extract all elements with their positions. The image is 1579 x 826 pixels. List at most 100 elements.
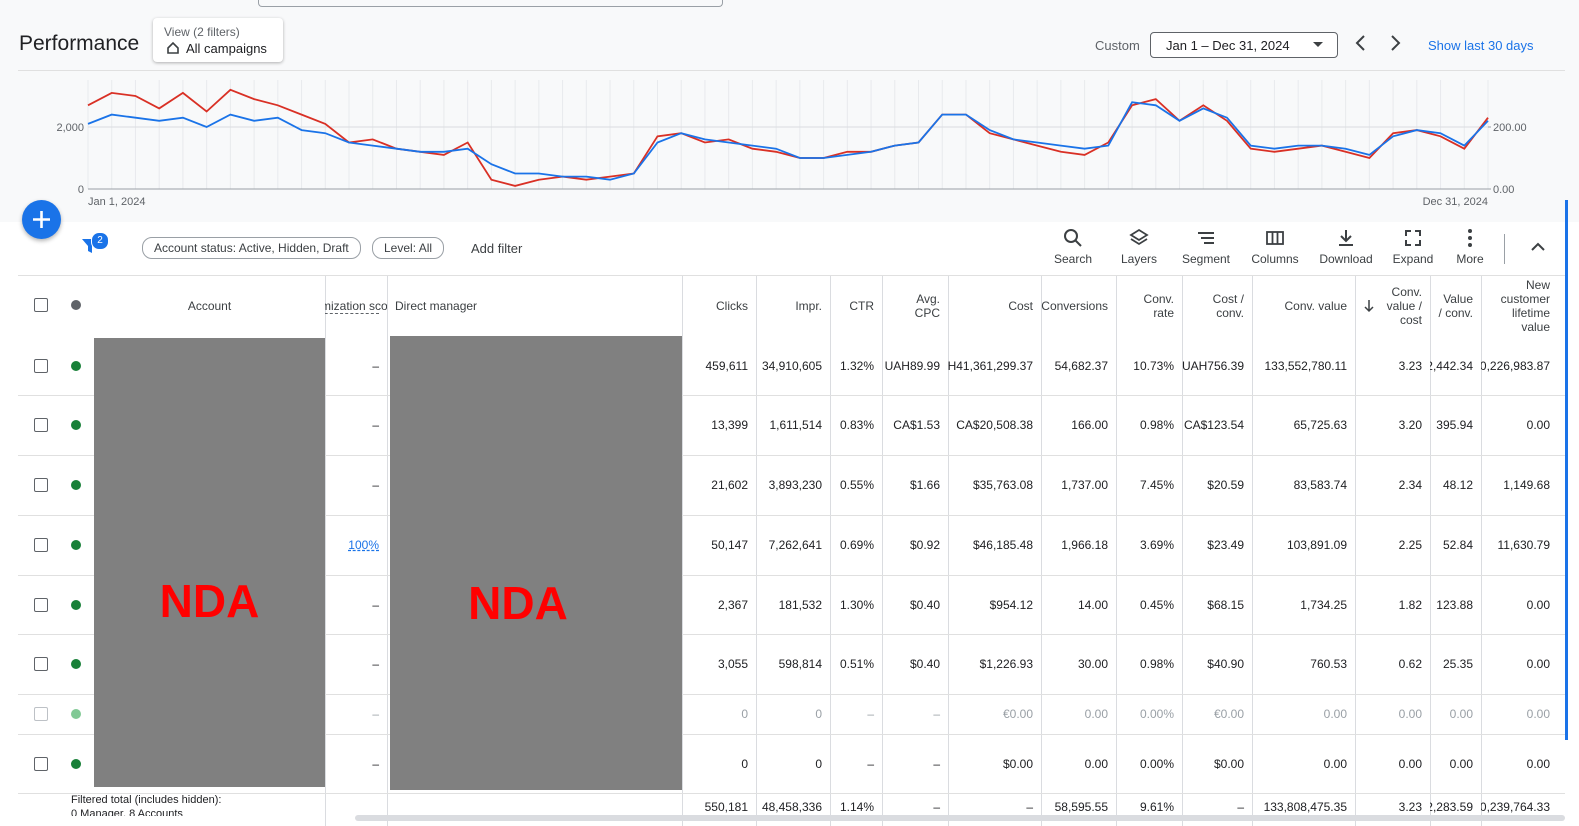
view-value: All campaigns xyxy=(186,41,267,56)
action-label: Columns xyxy=(1251,252,1299,266)
scrollbar[interactable] xyxy=(1565,200,1568,740)
action-icon xyxy=(1266,231,1284,245)
table-cell: 0.51% xyxy=(839,657,874,671)
table-cell: 0 xyxy=(815,756,822,771)
table-cell: 1,149.68 xyxy=(1503,478,1550,492)
table-cell: 25.35 xyxy=(1442,657,1473,671)
add-button[interactable] xyxy=(22,200,61,239)
nav-arrows[interactable] xyxy=(1352,34,1412,52)
column-divider xyxy=(1116,276,1117,826)
column-header: Impr. xyxy=(756,276,830,336)
table-cell: 0.00 xyxy=(1526,657,1550,671)
total-cell: 58,595.55 xyxy=(1054,800,1108,814)
table-cell: CA$20,508.38 xyxy=(956,418,1033,432)
table-cell: €0.00 xyxy=(1002,707,1033,721)
table-cell: 3.69% xyxy=(1139,538,1174,552)
table-cell: 1.82 xyxy=(1398,597,1422,612)
header-text[interactable]: Account xyxy=(187,299,232,313)
table-cell: 0.83% xyxy=(839,418,874,432)
table-cell: 1,966.18 xyxy=(1061,538,1108,552)
table-cell: – xyxy=(372,657,379,671)
view-selector[interactable]: View (2 filters) All campaigns xyxy=(153,18,283,62)
date-picker[interactable]: Jan 1 – Dec 31, 2024 xyxy=(1150,32,1338,58)
table-cell: 0.45% xyxy=(1139,597,1174,612)
total-cell: 550,181 xyxy=(704,800,748,814)
toolbar-action[interactable]: Columns xyxy=(1243,228,1307,266)
header-text[interactable]: Conv. rate xyxy=(1143,292,1174,320)
header-text[interactable]: Cost / conv. xyxy=(1212,292,1244,320)
filter-chip[interactable]: Account status: Active, Hidden, Draft xyxy=(142,237,361,259)
header-text[interactable]: Direct manager xyxy=(395,299,478,313)
total-cell: 10,239,764.33 xyxy=(1481,800,1550,814)
table-cell: CA$123.54 xyxy=(1183,418,1244,432)
plus-icon xyxy=(33,211,50,228)
column-header: Conv. value xyxy=(1252,276,1355,336)
header-text[interactable]: Impr. xyxy=(795,299,822,313)
dropdown-icon xyxy=(1313,42,1323,47)
add-filter[interactable]: Add filter xyxy=(471,241,523,256)
row-divider xyxy=(18,575,1565,576)
x-label: Jan 1, 2024 xyxy=(88,196,146,208)
header-text[interactable]: Value / conv. xyxy=(1438,292,1473,320)
table-cell: – xyxy=(933,756,940,771)
toolbar-action[interactable]: Search xyxy=(1041,228,1105,266)
table-cell: 0.00% xyxy=(1139,707,1174,721)
header-text[interactable]: Optimization score xyxy=(325,299,387,314)
header-text[interactable]: Cost xyxy=(1008,299,1033,313)
column-header: Avg. CPC xyxy=(882,276,948,336)
search-box[interactable] xyxy=(258,0,723,7)
header-text[interactable]: Conv. value / cost xyxy=(1386,285,1422,327)
column-header: CTR xyxy=(830,276,882,336)
table-cell: $35,763.08 xyxy=(972,478,1033,492)
column-header: Optimization score xyxy=(325,276,387,336)
redaction: NDA xyxy=(390,336,682,790)
header-text[interactable]: CTR xyxy=(849,299,874,313)
table-cell: 13,399 xyxy=(711,418,748,432)
total-cell: – xyxy=(1237,800,1244,814)
table-cell: – xyxy=(372,418,379,432)
table-cell: 0.00 xyxy=(1449,707,1473,721)
action-icon xyxy=(1339,230,1353,246)
table-cell: $1,226.93 xyxy=(979,657,1033,671)
toolbar-action[interactable]: Expand xyxy=(1381,228,1445,266)
row-divider xyxy=(18,694,1565,695)
table-cell: 3,893,230 xyxy=(768,478,822,492)
filter-chip[interactable]: Level: All xyxy=(372,237,445,259)
divider xyxy=(18,275,1565,276)
table-cell: 0 xyxy=(741,707,748,721)
checkbox xyxy=(34,538,48,552)
table-cell: 0.69% xyxy=(839,538,874,552)
column-divider xyxy=(325,276,326,826)
table-cell: $0.00 xyxy=(1002,756,1033,771)
h-scrollbar[interactable] xyxy=(355,815,1565,821)
table-cell: 1,611,514 xyxy=(769,418,823,432)
show-last-link[interactable]: Show last 30 days xyxy=(1428,38,1534,53)
header-text[interactable]: Conv. value xyxy=(1284,299,1347,313)
action-label: Expand xyxy=(1392,252,1434,266)
header-text[interactable]: Avg. CPC xyxy=(914,292,940,320)
status-dot xyxy=(71,709,81,719)
toolbar-action[interactable]: Segment xyxy=(1174,228,1238,266)
toolbar-action[interactable]: More xyxy=(1438,228,1502,266)
collapse-icon[interactable] xyxy=(1530,241,1546,253)
table-cell: – xyxy=(372,478,379,492)
action-label: More xyxy=(1456,252,1484,266)
y2-tick-label: 0.00 xyxy=(1493,184,1514,196)
header-text[interactable]: New customer lifetime value xyxy=(1500,278,1550,334)
table-cell: 0.00% xyxy=(1139,756,1174,771)
table-cell: UAH41,361,299.37 xyxy=(948,358,1033,373)
table-cell: 0.55% xyxy=(839,478,874,492)
table-cell[interactable]: 100% xyxy=(348,538,379,552)
action-label: Segment xyxy=(1181,252,1231,266)
column-divider xyxy=(756,276,757,826)
table-cell: 34,910,605 xyxy=(761,358,822,373)
table-cell: 760.53 xyxy=(1310,657,1347,671)
table-cell: – xyxy=(372,707,379,721)
column-divider xyxy=(948,276,949,826)
header-text[interactable]: Clicks xyxy=(716,299,748,313)
table-cell: 7.45% xyxy=(1139,478,1174,492)
toolbar-action[interactable]: Download xyxy=(1314,228,1378,266)
table-cell: – xyxy=(867,707,874,721)
toolbar-action[interactable]: Layers xyxy=(1107,228,1171,266)
header-text[interactable]: Conversions xyxy=(1041,299,1108,313)
